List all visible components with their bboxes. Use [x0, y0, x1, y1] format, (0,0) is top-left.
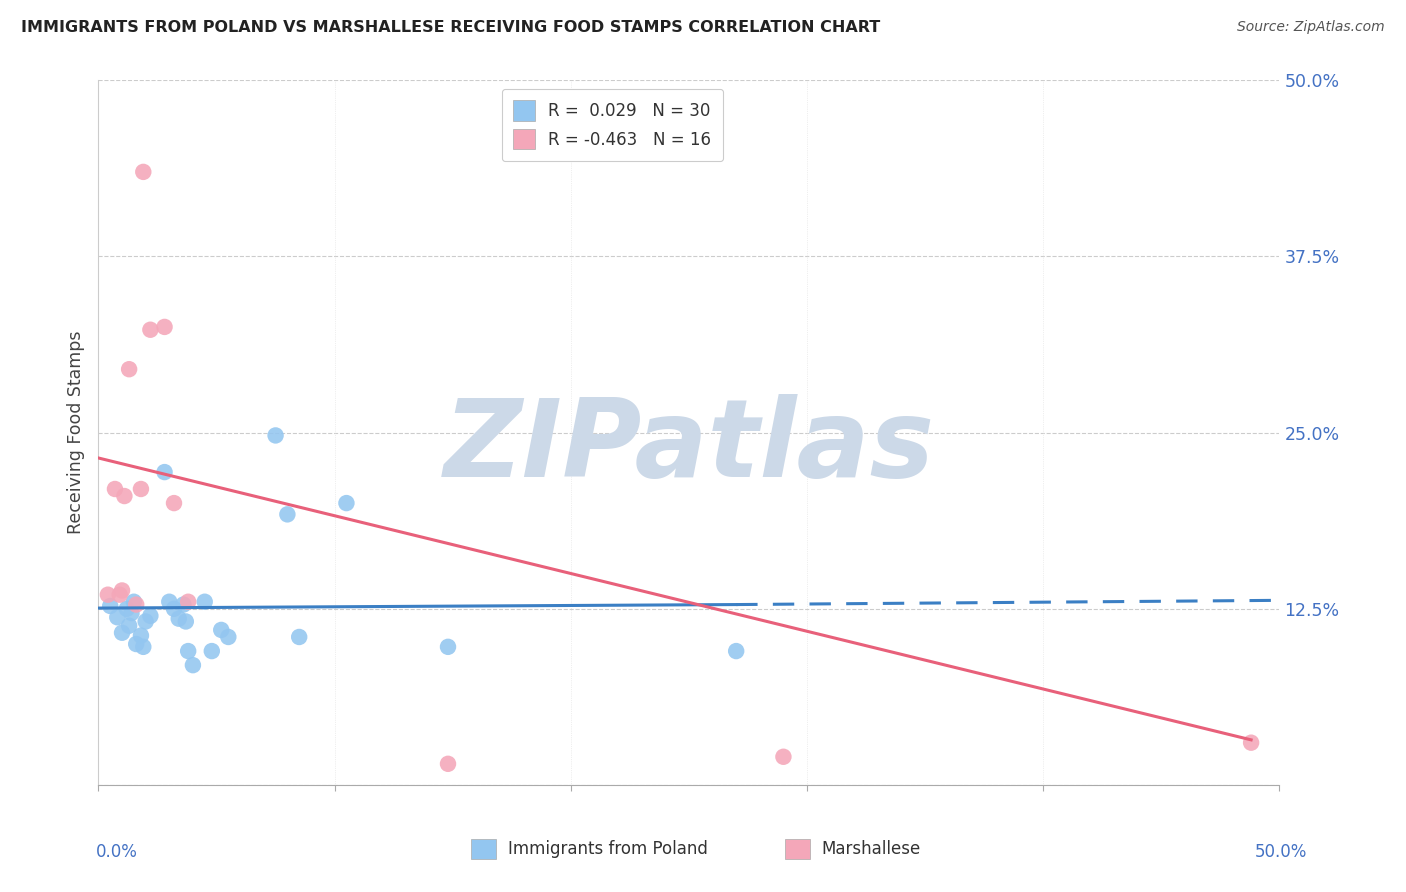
Point — [153, 465, 176, 479]
Point — [122, 595, 145, 609]
Point — [108, 588, 131, 602]
Point — [121, 606, 143, 620]
Point — [167, 612, 190, 626]
Text: Marshallese: Marshallese — [821, 840, 921, 858]
Point — [201, 644, 224, 658]
Point — [209, 623, 232, 637]
Point — [172, 598, 194, 612]
Point — [335, 496, 357, 510]
Point — [115, 601, 138, 615]
Y-axis label: Receiving Food Stamps: Receiving Food Stamps — [66, 331, 84, 534]
Point — [217, 630, 239, 644]
Point — [437, 640, 460, 654]
Point — [105, 610, 128, 624]
Text: Immigrants from Poland: Immigrants from Poland — [508, 840, 707, 858]
Text: 50.0%: 50.0% — [1256, 843, 1308, 861]
Point — [98, 599, 121, 613]
Point — [125, 637, 148, 651]
Point — [772, 749, 794, 764]
Point — [118, 618, 141, 632]
Point — [177, 595, 200, 609]
Text: IMMIGRANTS FROM POLAND VS MARSHALLESE RECEIVING FOOD STAMPS CORRELATION CHART: IMMIGRANTS FROM POLAND VS MARSHALLESE RE… — [21, 20, 880, 35]
Point — [135, 615, 157, 629]
Point — [111, 583, 134, 598]
Point — [112, 489, 135, 503]
Text: 0.0%: 0.0% — [96, 843, 138, 861]
Point — [125, 598, 148, 612]
Point — [132, 640, 155, 654]
Point — [264, 428, 287, 442]
Point — [1240, 736, 1263, 750]
Point — [111, 625, 134, 640]
Point — [129, 629, 152, 643]
Point — [177, 644, 200, 658]
Point — [288, 630, 311, 644]
Point — [276, 508, 298, 522]
Point — [163, 601, 186, 615]
Point — [132, 165, 155, 179]
Point — [153, 320, 176, 334]
Text: Source: ZipAtlas.com: Source: ZipAtlas.com — [1237, 20, 1385, 34]
Point — [157, 595, 180, 609]
Point — [163, 496, 186, 510]
Point — [129, 482, 152, 496]
Point — [437, 756, 460, 771]
Point — [725, 644, 748, 658]
Point — [104, 482, 127, 496]
Text: ZIPatlas: ZIPatlas — [443, 393, 935, 500]
Point — [194, 595, 217, 609]
Point — [174, 615, 197, 629]
Point — [139, 608, 162, 623]
Point — [118, 362, 141, 376]
Legend: R =  0.029   N = 30, R = -0.463   N = 16: R = 0.029 N = 30, R = -0.463 N = 16 — [502, 88, 723, 161]
Point — [181, 658, 204, 673]
Point — [139, 323, 162, 337]
Point — [97, 588, 120, 602]
